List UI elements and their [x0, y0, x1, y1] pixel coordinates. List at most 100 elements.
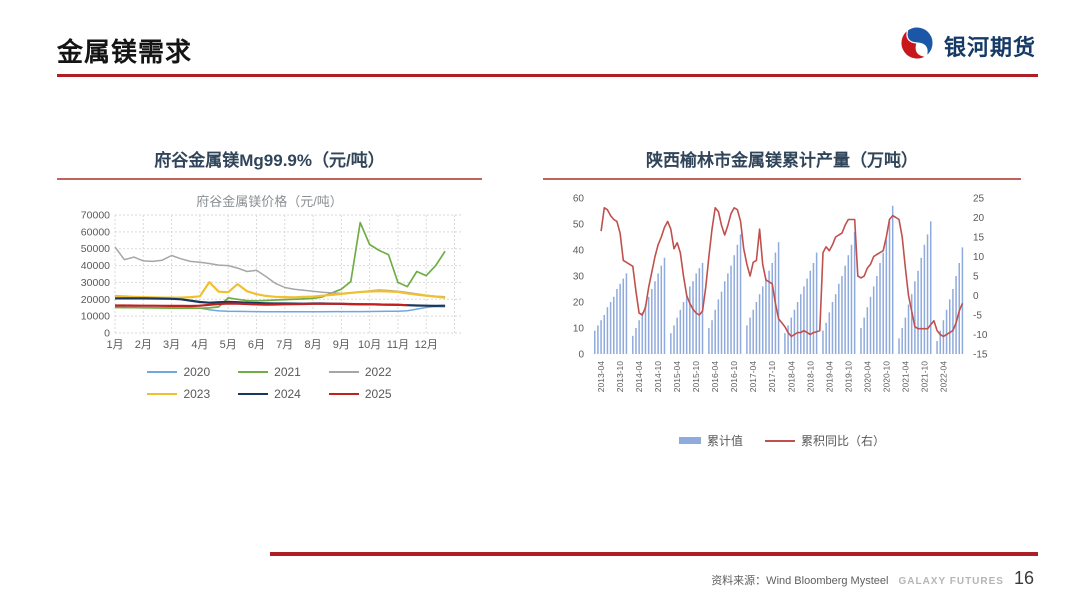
bar-2014-7	[647, 296, 650, 354]
bar-2014-2	[632, 335, 634, 354]
bar-2022-7	[952, 289, 954, 354]
galaxy-swirl-icon	[898, 24, 936, 67]
legend-label: 2022	[364, 365, 392, 379]
bar-2013-10	[619, 283, 621, 354]
bar-2019-4	[828, 312, 831, 354]
legend-line-swatch	[238, 371, 269, 373]
bar-2017-2	[746, 325, 748, 354]
legend-label: 累积同比（右）	[801, 434, 886, 448]
right-chart-panel: 陕西榆林市金属镁累计产量（万吨） 0 10 20 30 40 50 60 -15 -10 -5 0 5…	[543, 146, 1021, 449]
bar-2016-11	[736, 244, 739, 354]
svg-text:1月: 1月	[106, 339, 123, 351]
svg-text:2020-04: 2020-04	[862, 361, 872, 392]
bar-2022-8	[955, 276, 957, 354]
bar-2016-12	[739, 234, 742, 354]
line-chart-legend: 2020 2021 2022 2023 2024 2025	[57, 365, 482, 401]
price-line-chart: 0 10000 20000 30000 40000 50000 60000 70000 1月 2月…	[80, 210, 463, 351]
svg-text:5: 5	[973, 272, 979, 283]
bar-2019-8	[841, 276, 843, 354]
svg-text:2015-10: 2015-10	[691, 361, 701, 392]
bar-2015-5	[679, 309, 682, 354]
bar-2018-7	[800, 294, 802, 354]
bar-2021-9	[920, 257, 922, 354]
bar-2016-4	[714, 309, 716, 354]
bar-2021-6	[910, 294, 913, 354]
bar-2016-10	[733, 255, 735, 354]
svg-text:20: 20	[573, 298, 585, 309]
bar-2014-12	[663, 257, 666, 354]
legend-item-累积同比（右）: 累积同比（右）	[765, 432, 885, 449]
svg-text:2019-04: 2019-04	[824, 361, 834, 392]
bar-2022-10	[961, 247, 964, 354]
legend-label: 2023	[183, 387, 211, 401]
page-number: 16	[1013, 568, 1034, 588]
svg-text:12月: 12月	[414, 339, 437, 351]
x-axis-labels: 1月 2月 3月 4月 5月 6月 7月 8月 9月 10月 11月 12月	[106, 339, 437, 351]
svg-text:2021-04: 2021-04	[900, 361, 910, 392]
bar-2013-4	[600, 320, 602, 354]
svg-text:70000: 70000	[80, 210, 109, 222]
legend-row: 2023 2024 2025	[147, 387, 392, 401]
svg-text:0: 0	[973, 291, 979, 302]
bar-2018-8	[803, 286, 805, 354]
svg-text:2018-10: 2018-10	[805, 361, 815, 392]
bar-2020-7	[876, 276, 878, 354]
legend-item-2022: 2022	[328, 365, 392, 379]
svg-text:25: 25	[973, 194, 985, 205]
svg-text:60000: 60000	[80, 226, 109, 238]
svg-text:20000: 20000	[80, 294, 109, 306]
bar-2013-12	[625, 273, 628, 354]
bar-2018-12	[815, 252, 818, 354]
svg-text:15: 15	[973, 233, 985, 244]
logo-brand-text: 银河期货	[943, 34, 1036, 60]
svg-text:10: 10	[973, 252, 985, 263]
svg-text:9月: 9月	[332, 339, 349, 351]
bar-2019-5	[831, 302, 834, 354]
svg-text:60: 60	[573, 194, 585, 205]
svg-text:2017-10: 2017-10	[767, 361, 777, 392]
svg-text:50000: 50000	[80, 243, 109, 255]
bar-2015-9	[692, 281, 694, 354]
bar-2016-7	[723, 281, 726, 354]
bar-2022-3	[939, 330, 941, 354]
bar-2019-7	[838, 283, 840, 354]
bar-2018-9	[806, 278, 808, 354]
bar-2018-11	[812, 263, 815, 354]
footer-brand-text: GALAXY FUTURES	[898, 576, 1004, 587]
svg-text:10000: 10000	[80, 311, 109, 323]
bar-2021-8	[917, 270, 919, 354]
series-line-2022	[113, 246, 445, 298]
bar-2018-10	[809, 270, 812, 354]
bar-2020-3	[863, 317, 865, 354]
bar-2019-6	[834, 294, 837, 354]
bar-2013-5	[603, 315, 606, 354]
bar-2020-10	[885, 239, 888, 354]
page-title: 金属镁需求	[57, 37, 193, 67]
bar-2019-12	[853, 231, 856, 354]
bar-2016-3	[711, 320, 713, 354]
svg-text:2016-04: 2016-04	[710, 361, 720, 392]
svg-text:0: 0	[104, 328, 110, 340]
bar-2014-11	[660, 265, 663, 354]
svg-text:2015-04: 2015-04	[672, 361, 682, 392]
svg-text:30: 30	[573, 272, 585, 283]
x-axis-labels: 2013-04 2013-10 2014-04 2014-10 2015-04 2015-…	[596, 361, 948, 392]
bar-2019-2	[822, 330, 824, 354]
legend-item-2021: 2021	[238, 365, 301, 379]
svg-text:2019-10: 2019-10	[843, 361, 853, 392]
svg-text:2022-04: 2022-04	[938, 361, 948, 392]
bar-2014-6	[644, 304, 647, 354]
bar-2015-6	[682, 302, 685, 354]
bar-2020-11	[888, 221, 891, 354]
series-line-2023	[114, 281, 445, 299]
bar-2020-9	[882, 252, 884, 354]
svg-text:3月: 3月	[163, 339, 180, 351]
bar-2020-6	[872, 286, 875, 354]
bar-2021-3	[901, 328, 903, 354]
bar-2013-3	[597, 325, 599, 354]
svg-text:2013-10: 2013-10	[615, 361, 625, 392]
left-panel-title: 府谷金属镁Mg99.9%（元/吨）	[154, 151, 385, 170]
cumulative-bars	[594, 205, 964, 354]
bar-2013-11	[622, 278, 625, 354]
